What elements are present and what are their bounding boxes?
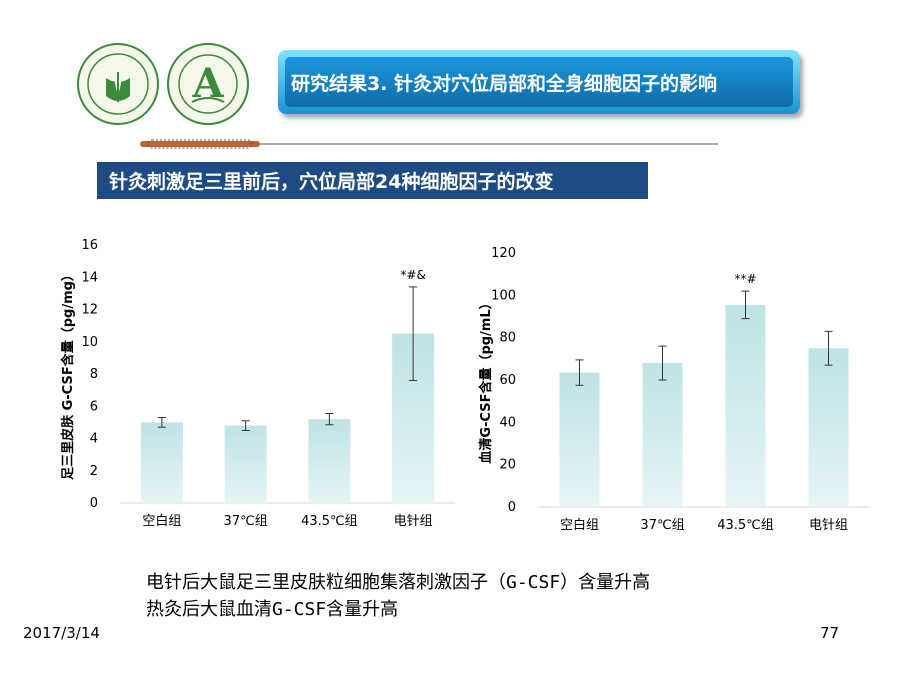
chart-serum-gcsf: 0 20 40 60 80 100 120 空白组 37℃组 **# 43.5℃组 电针组 血清G-CS… — [470, 225, 890, 545]
slide-date: 2017/3/14 — [23, 624, 100, 642]
page-title: 研究结果3. 针灸对穴位局部和全身细胞因子的影响 — [291, 72, 718, 95]
y-axis-label: 足三里皮肤 G-CSF含量（pg/mg） — [60, 268, 76, 480]
y-tick-label: 12 — [81, 303, 98, 318]
chart-skin-gcsf-svg: 0 2 4 6 8 10 12 14 16 空白组 37℃组 43.5℃组 *#& 电针组 足三里皮肤 G-… — [60, 238, 455, 529]
bar — [725, 304, 766, 507]
section-subtitle: 针灸刺激足三里前后，穴位局部24种细胞因子的改变 — [97, 162, 648, 199]
y-tick-label: 100 — [491, 288, 516, 303]
page-number: 77 — [820, 624, 840, 642]
x-tick-label: 空白组 — [142, 513, 181, 529]
institute-logo: A — [166, 42, 250, 126]
x-tick-label: 空白组 — [560, 517, 599, 533]
y-tick-label: 0 — [90, 496, 98, 511]
bar — [224, 425, 267, 503]
y-tick-label: 6 — [90, 399, 98, 414]
x-tick-label: 电针组 — [809, 518, 848, 533]
y-tick-label: 0 — [508, 500, 516, 515]
y-tick-label: 10 — [81, 335, 98, 350]
acupuncture-needle-icon — [140, 139, 718, 149]
y-tick-label: 16 — [81, 238, 98, 253]
significance-label: *#& — [400, 268, 425, 282]
bar — [559, 372, 600, 507]
bar — [642, 363, 683, 507]
title-banner: 研究结果3. 针灸对穴位局部和全身细胞因子的影响 — [278, 50, 800, 114]
chart-serum-gcsf-svg: 0 20 40 60 80 100 120 空白组 37℃组 **# 43.5℃组 电针组 血清G-CS… — [478, 246, 870, 533]
y-axis-label: 血清G-CSF含量（pg/mL） — [478, 296, 494, 463]
y-tick-label: 60 — [499, 373, 516, 388]
y-tick-label: 2 — [90, 464, 98, 479]
y-tick-label: 40 — [499, 415, 516, 430]
y-tick-label: 8 — [90, 367, 98, 382]
bar — [308, 419, 351, 503]
x-tick-label: 37℃组 — [224, 514, 268, 529]
y-tick-label: 120 — [491, 246, 516, 261]
x-tick-label: 电针组 — [394, 514, 433, 529]
caption-line-1: 电针后大鼠足三里皮肤粒细胞集落刺激因子（G-CSF）含量升高 — [146, 572, 651, 593]
y-tick-label: 14 — [81, 270, 98, 285]
section-subtitle-text: 针灸刺激足三里前后，穴位局部24种细胞因子的改变 — [109, 171, 554, 193]
x-tick-label: 43.5℃组 — [717, 518, 774, 533]
y-tick-label: 4 — [90, 432, 98, 447]
x-tick-label: 37℃组 — [640, 518, 684, 533]
y-tick-label: 80 — [499, 331, 516, 346]
bar — [140, 422, 183, 503]
bar — [808, 348, 849, 507]
caption-line-2: 热灸后大鼠血清G-CSF含量升高 — [146, 599, 399, 620]
academy-logo — [76, 42, 160, 126]
chart-skin-gcsf: 0 2 4 6 8 10 12 14 16 空白组 37℃组 43.5℃组 *#& 电针组 足三里皮肤 G-… — [60, 225, 480, 545]
significance-label: **# — [734, 272, 756, 286]
x-tick-label: 43.5℃组 — [301, 514, 358, 529]
y-tick-label: 20 — [499, 458, 516, 473]
